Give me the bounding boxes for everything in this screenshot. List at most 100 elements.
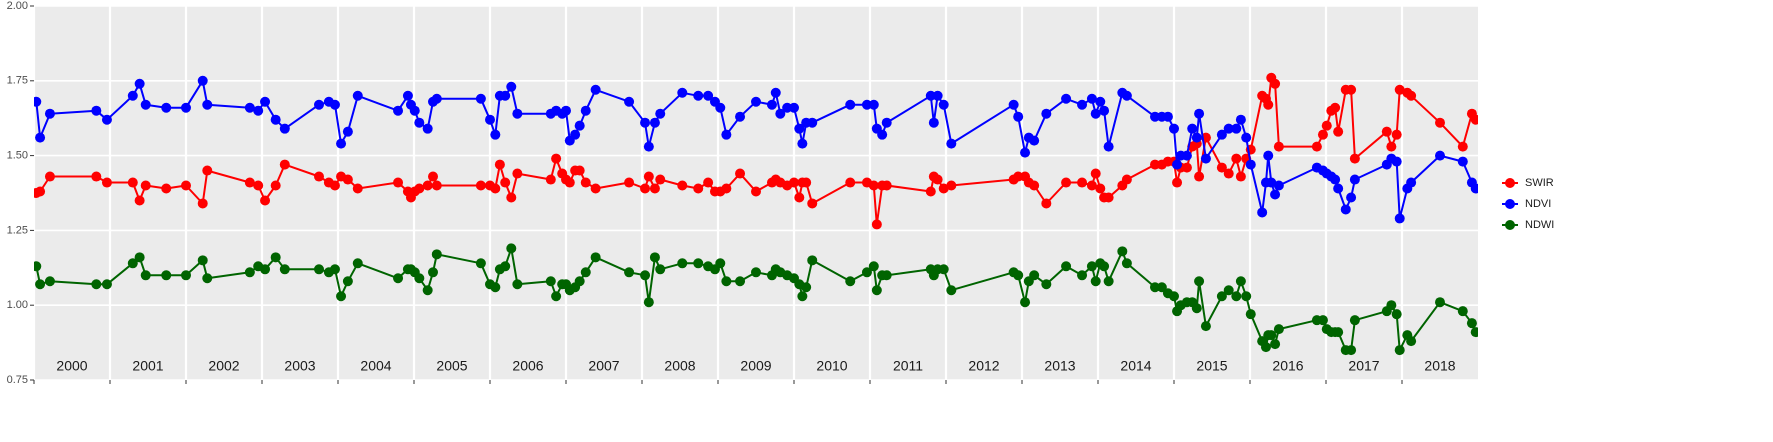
- legend-marker: [1505, 178, 1515, 188]
- data-point: [329, 264, 340, 275]
- data-point: [624, 267, 635, 278]
- data-point: [1349, 315, 1360, 326]
- data-point: [402, 90, 413, 101]
- data-point: [1169, 123, 1179, 134]
- data-point: [1340, 204, 1351, 215]
- data-point: [1391, 309, 1402, 320]
- data-point: [1121, 90, 1132, 101]
- data-point: [161, 270, 172, 281]
- data-point: [861, 267, 872, 278]
- data-point: [1470, 327, 1478, 338]
- data-point: [715, 102, 726, 113]
- data-point: [475, 180, 486, 191]
- data-point: [140, 180, 151, 191]
- data-point: [871, 219, 882, 230]
- data-point: [721, 129, 732, 140]
- data-point: [197, 198, 208, 209]
- data-point: [545, 174, 556, 185]
- data-point: [393, 105, 404, 116]
- data-point: [751, 186, 761, 197]
- data-point: [868, 180, 879, 191]
- legend-label: NDWI: [1525, 219, 1554, 231]
- data-point: [506, 192, 517, 203]
- data-point: [1086, 93, 1097, 104]
- data-point: [649, 183, 660, 194]
- data-point: [506, 243, 517, 254]
- data-point: [1391, 156, 1402, 167]
- data-point: [202, 165, 213, 176]
- data-point: [735, 168, 746, 179]
- data-point: [735, 276, 746, 287]
- data-point: [1223, 168, 1234, 179]
- data-point: [161, 183, 172, 194]
- data-point: [270, 114, 281, 125]
- year-label: 2004: [360, 358, 391, 374]
- y-tick-label: 2.00: [7, 0, 28, 12]
- data-point: [845, 177, 856, 188]
- data-point: [782, 102, 793, 113]
- data-point: [1231, 123, 1242, 134]
- y-tick-label: 1.50: [7, 150, 28, 162]
- data-point: [1235, 171, 1246, 182]
- data-point: [590, 252, 601, 263]
- data-point: [253, 105, 264, 116]
- data-point: [845, 99, 856, 110]
- data-point: [35, 186, 46, 197]
- data-point: [336, 291, 347, 302]
- data-point: [1273, 180, 1284, 191]
- legend: SWIR NDVI NDWI: [1502, 177, 1554, 231]
- data-point: [551, 153, 562, 164]
- data-point: [329, 99, 340, 110]
- data-point: [1263, 99, 1274, 110]
- data-point: [44, 171, 55, 182]
- data-point: [1029, 270, 1040, 281]
- data-point: [766, 99, 777, 110]
- data-point: [1194, 171, 1205, 182]
- year-label: 2017: [1348, 358, 1379, 374]
- data-point: [1077, 99, 1088, 110]
- data-point: [1103, 192, 1114, 203]
- data-point: [1041, 279, 1052, 290]
- data-point: [590, 183, 601, 194]
- data-point: [431, 93, 442, 104]
- data-point: [279, 159, 290, 170]
- year-label: 2018: [1424, 358, 1455, 374]
- data-point: [1013, 111, 1024, 122]
- data-point: [1172, 177, 1183, 188]
- data-point: [1103, 276, 1114, 287]
- data-point: [414, 117, 425, 128]
- data-point: [1235, 276, 1246, 287]
- y-tick-label: 1.00: [7, 299, 28, 311]
- data-point: [794, 192, 805, 203]
- data-point: [1191, 303, 1202, 314]
- data-point: [938, 183, 949, 194]
- data-point: [134, 195, 145, 206]
- data-point: [91, 105, 102, 116]
- data-point: [422, 180, 433, 191]
- data-point: [807, 255, 818, 266]
- data-point: [342, 174, 353, 185]
- data-point: [1330, 174, 1341, 185]
- year-label: 2001: [132, 358, 163, 374]
- data-point: [797, 138, 808, 149]
- data-point: [1223, 123, 1234, 134]
- data-point: [1311, 141, 1322, 152]
- data-point: [570, 129, 581, 140]
- data-point: [101, 114, 112, 125]
- year-label: 2003: [284, 358, 315, 374]
- data-point: [1086, 261, 1097, 272]
- data-point: [1099, 261, 1110, 272]
- data-point: [1231, 153, 1242, 164]
- data-point: [500, 177, 511, 188]
- data-point: [428, 171, 438, 182]
- data-point: [932, 90, 943, 101]
- data-point: [545, 276, 556, 287]
- data-point: [1020, 297, 1031, 308]
- data-point: [506, 81, 517, 92]
- data-point: [1029, 180, 1040, 191]
- data-point: [1172, 159, 1183, 170]
- data-point: [1061, 261, 1072, 272]
- data-point: [1263, 150, 1274, 161]
- data-point: [1241, 132, 1252, 143]
- data-point: [279, 264, 290, 275]
